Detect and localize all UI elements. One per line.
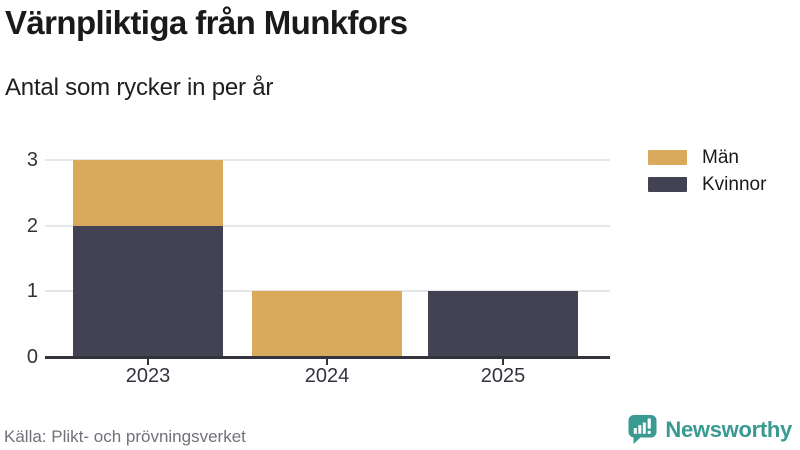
- legend-item-man: Män: [648, 147, 766, 168]
- gridline-y3: [45, 159, 610, 161]
- chart-title: Värnpliktiga från Munkfors: [5, 4, 408, 41]
- legend-label-kvinnor: Kvinnor: [702, 173, 767, 195]
- newsworthy-wordmark: Newsworthy: [665, 416, 792, 442]
- legend-swatch-kvinnor: [648, 177, 687, 192]
- y-axis-tick-label-1: 1: [26, 280, 38, 302]
- legend-label-man: Män: [702, 146, 739, 168]
- legend-swatch-man: [648, 150, 687, 165]
- bar-segment-2023-män: [73, 160, 223, 226]
- x-axis-line: [45, 356, 610, 359]
- x-axis-tick-2023: [147, 359, 149, 365]
- x-axis-tick-label-2023: 2023: [125, 365, 171, 387]
- source-note: Källa: Plikt- och prövningsverket: [4, 427, 246, 446]
- y-axis-tick-label-2: 2: [26, 215, 38, 237]
- bar-segment-2024-män: [252, 291, 402, 357]
- legend-item-kvinnor: Kvinnor: [648, 174, 766, 195]
- newsworthy-logo: Newsworthy: [628, 414, 792, 445]
- chart-legend: Män Kvinnor: [648, 147, 766, 204]
- gridline-y2: [45, 225, 610, 227]
- bar-segment-2025-kvinnor: [428, 291, 578, 357]
- bar-segment-2023-kvinnor: [73, 226, 223, 357]
- x-axis-tick-label-2025: 2025: [480, 365, 526, 387]
- x-axis-tick-label-2024: 2024: [304, 365, 350, 387]
- y-axis-tick-label-3: 3: [26, 149, 38, 171]
- newsworthy-speech-bubble-chart-icon: [628, 415, 657, 444]
- x-axis-tick-2025: [502, 359, 504, 365]
- chart-subtitle: Antal som rycker in per år: [5, 74, 274, 101]
- x-axis-tick-2024: [326, 359, 328, 365]
- y-axis-tick-label-0: 0: [26, 346, 38, 368]
